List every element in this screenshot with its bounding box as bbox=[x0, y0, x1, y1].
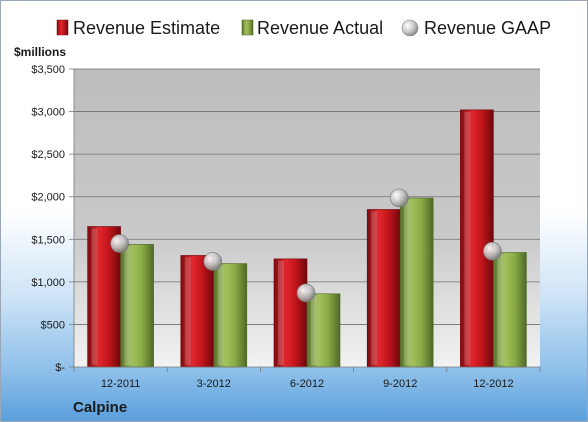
x-tick-label: 12-2011 bbox=[101, 378, 141, 390]
legend-gaap-marker bbox=[401, 19, 419, 37]
legend-actual-swatch bbox=[241, 19, 254, 36]
bar-revenue-actual bbox=[120, 244, 154, 368]
bar-highlight bbox=[371, 211, 378, 365]
bar-highlight bbox=[311, 295, 317, 365]
bar-revenue-actual bbox=[306, 293, 341, 368]
marker-revenue-gaap bbox=[389, 188, 409, 208]
bar-revenue-actual bbox=[213, 263, 248, 368]
bar-revenue-estimate bbox=[460, 109, 494, 368]
bar-highlight bbox=[184, 257, 191, 365]
bar-highlight bbox=[217, 265, 224, 365]
legend-actual-label: Revenue Actual bbox=[257, 18, 383, 38]
y-tick-label: $500 bbox=[41, 319, 65, 331]
x-tick-label: 6-2012 bbox=[290, 378, 324, 390]
bar-highlight bbox=[404, 199, 411, 365]
bar-highlight bbox=[278, 260, 284, 365]
bar-highlight bbox=[464, 111, 471, 366]
bar-highlight bbox=[497, 254, 504, 365]
marker-revenue-gaap bbox=[483, 241, 502, 261]
company-name: Calpine bbox=[73, 399, 127, 416]
y-tick-label: $1,500 bbox=[31, 234, 65, 246]
y-tick-label: $3,500 bbox=[31, 64, 65, 76]
bar-revenue-estimate bbox=[366, 209, 401, 368]
x-axis: 12-2011 3-2012 6-2012 9-2012 12-2012 bbox=[73, 366, 541, 390]
gaap-markers bbox=[110, 188, 502, 303]
bar-revenue-estimate bbox=[273, 258, 308, 368]
bar-revenue-actual bbox=[493, 252, 527, 368]
legend: Revenue Estimate Revenue Actual Revenue … bbox=[56, 18, 551, 38]
y-axis: $- $500 $1,000 $1,500 $2,000 $2,500 $3,000 $3,5… bbox=[31, 64, 75, 374]
bar-highlight bbox=[91, 228, 98, 365]
y-tick-label: $3,000 bbox=[31, 107, 65, 119]
marker-revenue-gaap bbox=[203, 252, 223, 271]
bars bbox=[87, 109, 527, 368]
x-tick-label: 3-2012 bbox=[197, 378, 231, 390]
legend-gaap-label: Revenue GAAP bbox=[424, 18, 551, 38]
y-tick-label: $2,000 bbox=[31, 192, 65, 204]
y-tick-label: $- bbox=[55, 362, 65, 374]
marker-revenue-gaap bbox=[296, 283, 316, 303]
x-tick-label: 9-2012 bbox=[383, 378, 417, 390]
legend-estimate-swatch bbox=[56, 19, 69, 36]
marker-revenue-gaap bbox=[110, 234, 129, 253]
y-tick-label: $2,500 bbox=[31, 149, 65, 161]
y-tick-label: $1,000 bbox=[31, 277, 65, 289]
x-tick-label: 12-2012 bbox=[473, 378, 513, 390]
legend-estimate-label: Revenue Estimate bbox=[73, 18, 220, 38]
bar-highlight bbox=[124, 246, 131, 365]
unit-label: $millions bbox=[14, 45, 66, 59]
